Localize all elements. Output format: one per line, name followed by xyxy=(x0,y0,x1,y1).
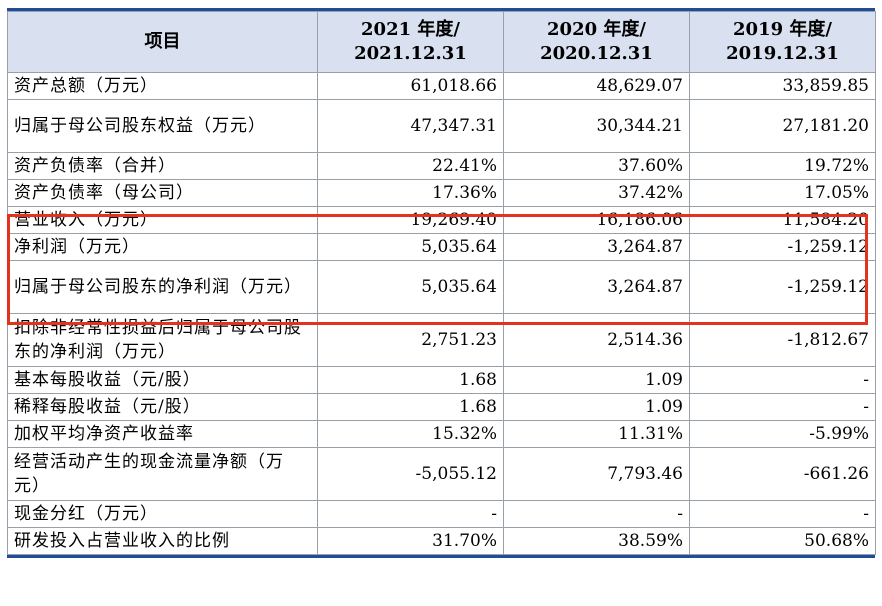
cell-2019: 33,859.85 xyxy=(689,72,876,100)
table-row: 现金分红（万元） - - - xyxy=(7,500,876,528)
cell-2021: 1.68 xyxy=(317,393,504,421)
cell-2019: -5.99% xyxy=(689,420,876,448)
row-label: 归属于母公司股东的净利润（万元） xyxy=(7,260,318,314)
cell-2019: 27,181.20 xyxy=(689,99,876,153)
table-row: 资产总额（万元） 61,018.66 48,629.07 33,859.85 xyxy=(7,72,876,100)
table-row: 资产负债率（母公司） 17.36% 37.42% 17.05% xyxy=(7,179,876,207)
row-label: 净利润（万元） xyxy=(7,233,318,261)
cell-2019: -1,259.12 xyxy=(689,260,876,314)
cell-2020: - xyxy=(503,500,690,528)
row-label: 基本每股收益（元/股） xyxy=(7,366,318,394)
row-label: 资产负债率（合并） xyxy=(7,152,318,180)
cell-2020: 38.59% xyxy=(503,527,690,555)
table-row: 研发投入占营业收入的比例 31.70% 38.59% 50.68% xyxy=(7,527,876,555)
cell-2020: 37.42% xyxy=(503,179,690,207)
cell-2019: 17.05% xyxy=(689,179,876,207)
cell-2019: - xyxy=(689,366,876,394)
row-label: 资产负债率（母公司） xyxy=(7,179,318,207)
header-2019: 2019 年度/ 2019.12.31 xyxy=(689,11,876,73)
header-2020-date: 2020.12.31 xyxy=(540,43,653,64)
cell-2020: 30,344.21 xyxy=(503,99,690,153)
header-2019-year: 2019 年度/ xyxy=(733,19,832,40)
cell-2021: 47,347.31 xyxy=(317,99,504,153)
row-label: 稀释每股收益（元/股） xyxy=(7,393,318,421)
row-label: 营业收入（万元） xyxy=(7,206,318,234)
financial-table-container: 项目 2021 年度/ 2021.12.31 2020 年度/ 2020.12.… xyxy=(7,8,876,558)
header-item: 项目 xyxy=(7,11,318,73)
cell-2020: 1.09 xyxy=(503,366,690,394)
table-row: 加权平均净资产收益率 15.32% 11.31% -5.99% xyxy=(7,420,876,448)
table-row: 营业收入（万元） 19,269.40 16,186.06 11,584.20 xyxy=(7,206,876,234)
row-label: 加权平均净资产收益率 xyxy=(7,420,318,448)
cell-2020: 11.31% xyxy=(503,420,690,448)
table-row: 稀释每股收益（元/股） 1.68 1.09 - xyxy=(7,393,876,421)
table-row: 基本每股收益（元/股） 1.68 1.09 - xyxy=(7,366,876,394)
cell-2019: 11,584.20 xyxy=(689,206,876,234)
cell-2019: 19.72% xyxy=(689,152,876,180)
row-label: 归属于母公司股东权益（万元） xyxy=(7,99,318,153)
cell-2021: 61,018.66 xyxy=(317,72,504,100)
cell-2021: 31.70% xyxy=(317,527,504,555)
cell-2021: 22.41% xyxy=(317,152,504,180)
cell-2021: 2,751.23 xyxy=(317,313,504,367)
table-header-row: 项目 2021 年度/ 2021.12.31 2020 年度/ 2020.12.… xyxy=(7,11,876,73)
cell-2021: 5,035.64 xyxy=(317,233,504,261)
cell-2021: 19,269.40 xyxy=(317,206,504,234)
cell-2020: 37.60% xyxy=(503,152,690,180)
cell-2021: 17.36% xyxy=(317,179,504,207)
row-label: 研发投入占营业收入的比例 xyxy=(7,527,318,555)
cell-2020: 48,629.07 xyxy=(503,72,690,100)
cell-2019: -1,259.12 xyxy=(689,233,876,261)
cell-2019: - xyxy=(689,500,876,528)
cell-2021: - xyxy=(317,500,504,528)
cell-2019: - xyxy=(689,393,876,421)
table-row: 经营活动产生的现金流量净额（万元） -5,055.12 7,793.46 -66… xyxy=(7,447,876,501)
cell-2019: 50.68% xyxy=(689,527,876,555)
financial-summary-table: 项目 2021 年度/ 2021.12.31 2020 年度/ 2020.12.… xyxy=(7,11,876,555)
table-row: 扣除非经常性损益后归属于母公司股东的净利润（万元） 2,751.23 2,514… xyxy=(7,313,876,367)
cell-2020: 1.09 xyxy=(503,393,690,421)
cell-2021: 5,035.64 xyxy=(317,260,504,314)
cell-2020: 16,186.06 xyxy=(503,206,690,234)
row-label: 扣除非经常性损益后归属于母公司股东的净利润（万元） xyxy=(7,313,318,367)
header-2019-date: 2019.12.31 xyxy=(726,43,839,64)
header-2021-date: 2021.12.31 xyxy=(354,43,467,64)
cell-2020: 3,264.87 xyxy=(503,233,690,261)
table-row: 资产负债率（合并） 22.41% 37.60% 19.72% xyxy=(7,152,876,180)
cell-2021: 1.68 xyxy=(317,366,504,394)
row-label: 现金分红（万元） xyxy=(7,500,318,528)
cell-2019: -661.26 xyxy=(689,447,876,501)
table-row: 归属于母公司股东的净利润（万元） 5,035.64 3,264.87 -1,25… xyxy=(7,260,876,314)
row-label: 资产总额（万元） xyxy=(7,72,318,100)
cell-2019: -1,812.67 xyxy=(689,313,876,367)
cell-2020: 2,514.36 xyxy=(503,313,690,367)
cell-2021: 15.32% xyxy=(317,420,504,448)
header-2021-year: 2021 年度/ xyxy=(361,19,460,40)
cell-2021: -5,055.12 xyxy=(317,447,504,501)
table-row: 归属于母公司股东权益（万元） 47,347.31 30,344.21 27,18… xyxy=(7,99,876,153)
cell-2020: 3,264.87 xyxy=(503,260,690,314)
header-2020: 2020 年度/ 2020.12.31 xyxy=(503,11,690,73)
row-label: 经营活动产生的现金流量净额（万元） xyxy=(7,447,318,501)
cell-2020: 7,793.46 xyxy=(503,447,690,501)
table-row: 净利润（万元） 5,035.64 3,264.87 -1,259.12 xyxy=(7,233,876,261)
header-2020-year: 2020 年度/ xyxy=(547,19,646,40)
header-2021: 2021 年度/ 2021.12.31 xyxy=(317,11,504,73)
